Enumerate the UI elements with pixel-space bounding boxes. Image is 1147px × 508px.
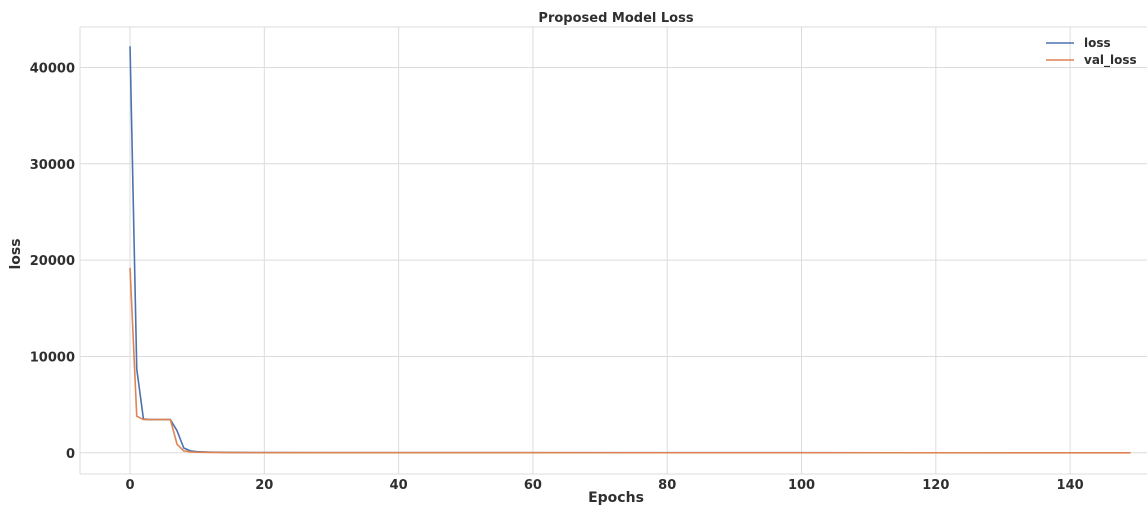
y-axis-label: loss [8,238,24,269]
series-line-val-loss [129,267,1131,454]
x-tick-label: 140 [1057,478,1084,493]
x-tick-label: 40 [390,478,408,493]
series-lines [129,46,1131,454]
legend: loss val_loss [1046,36,1137,68]
grid [79,26,1147,475]
y-tick-label: 30000 [30,158,75,173]
x-tick-label: 20 [255,478,273,493]
x-tick-label: 60 [524,478,542,493]
y-tick-label: 0 [66,447,75,462]
y-tick-label: 10000 [30,350,75,365]
x-tick-label: 0 [126,478,135,493]
chart-title: Proposed Model Loss [538,11,693,26]
x-tick-label: 120 [922,478,949,493]
legend-label-loss: loss [1084,36,1111,50]
y-tick-label: 20000 [30,254,75,269]
tick-labels: 0 20 40 60 80 100 120 140 0 10000 20000 30000 40000 [30,61,1084,493]
y-tick-label: 40000 [30,61,75,76]
x-axis-label: Epochs [588,490,644,506]
x-tick-label: 100 [788,478,815,493]
x-tick-label: 80 [658,478,676,493]
series-line-loss [129,46,1131,454]
legend-label-val-loss: val_loss [1084,53,1137,68]
